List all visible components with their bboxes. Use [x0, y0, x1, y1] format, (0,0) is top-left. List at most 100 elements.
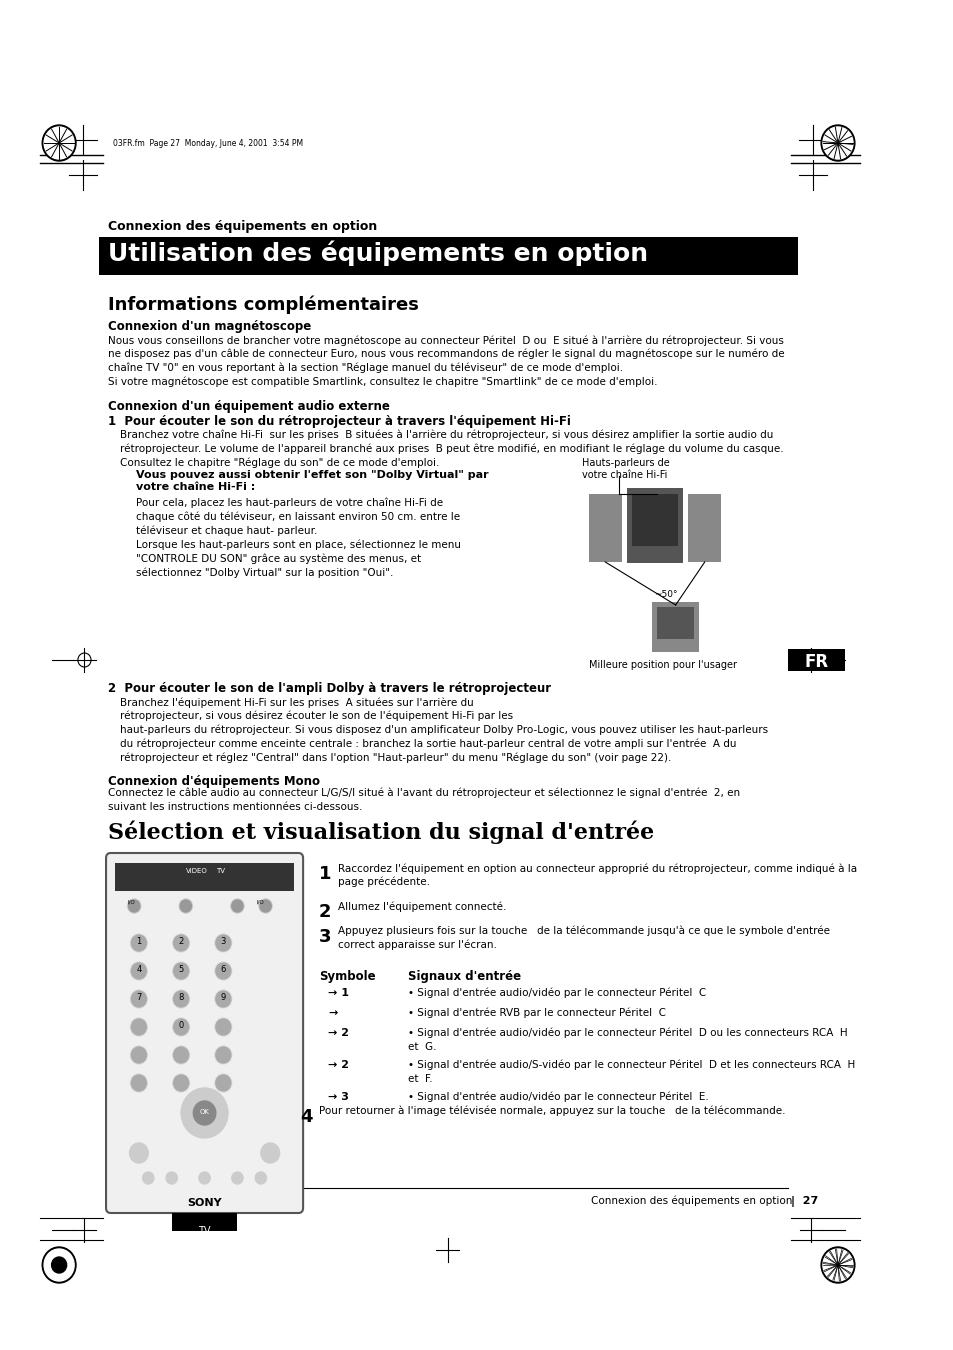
- Circle shape: [173, 936, 189, 950]
- Circle shape: [130, 1143, 148, 1162]
- Circle shape: [132, 963, 146, 979]
- Text: • Signal d'entrée audio/S-vidéo par le connecteur Péritel  D et les connecteurs : • Signal d'entrée audio/S-vidéo par le c…: [408, 1060, 855, 1084]
- Text: 2  Pour écouter le son de l'ampli Dolby à travers le rétroprojecteur: 2 Pour écouter le son de l'ampli Dolby à…: [108, 682, 551, 695]
- Text: Connexion d'un équipement audio externe: Connexion d'un équipement audio externe: [108, 400, 390, 413]
- Circle shape: [232, 1172, 243, 1184]
- Text: → 2: → 2: [328, 1027, 349, 1038]
- Text: →: →: [328, 1008, 337, 1018]
- Circle shape: [173, 1048, 189, 1062]
- Text: Connexion d'équipements Mono: Connexion d'équipements Mono: [108, 775, 319, 788]
- Circle shape: [822, 1249, 852, 1281]
- Circle shape: [131, 1018, 147, 1035]
- Text: Hauts-parleurs de
votre chaîne Hi-Fi: Hauts-parleurs de votre chaîne Hi-Fi: [581, 458, 669, 481]
- Circle shape: [132, 1019, 146, 1035]
- Text: 8: 8: [178, 994, 184, 1003]
- Text: 3: 3: [220, 937, 226, 946]
- Circle shape: [232, 900, 243, 913]
- Circle shape: [214, 934, 232, 952]
- Circle shape: [179, 899, 193, 913]
- Text: Nous vous conseillons de brancher votre magnétoscope au connecteur Péritel  D ou: Nous vous conseillons de brancher votre …: [108, 335, 783, 387]
- Circle shape: [172, 934, 190, 952]
- Text: Branchez l'équipement Hi-Fi sur les prises  A situées sur l'arrière du
rétroproj: Branchez l'équipement Hi-Fi sur les pris…: [120, 697, 767, 763]
- Circle shape: [131, 963, 147, 980]
- Circle shape: [215, 1019, 231, 1035]
- Circle shape: [214, 1075, 232, 1092]
- Text: TV: TV: [215, 868, 225, 873]
- Bar: [115, 863, 294, 891]
- Text: Appuyez plusieurs fois sur la touche   de la télécommande jusqu'à ce que le symb: Appuyez plusieurs fois sur la touche de …: [337, 926, 829, 950]
- Circle shape: [231, 899, 244, 913]
- Circle shape: [173, 963, 189, 979]
- Text: VIDEO: VIDEO: [186, 868, 208, 873]
- Text: FR: FR: [803, 653, 827, 671]
- Text: 2: 2: [178, 937, 184, 946]
- Text: • Signal d'entrée audio/vidéo par le connecteur Péritel  E.: • Signal d'entrée audio/vidéo par le con…: [408, 1092, 708, 1103]
- Text: Connexion des équipements en option: Connexion des équipements en option: [108, 220, 376, 234]
- Text: → 2: → 2: [328, 1060, 349, 1071]
- Circle shape: [215, 963, 231, 979]
- Circle shape: [131, 934, 147, 952]
- Circle shape: [131, 990, 147, 1008]
- Text: Vous pouvez aussi obtenir l'effet son "Dolby Virtual" par
votre chaîne Hi-Fi :: Vous pouvez aussi obtenir l'effet son "D…: [136, 470, 488, 493]
- Text: Connexion des équipements en option: Connexion des équipements en option: [591, 1196, 792, 1207]
- Text: I/O: I/O: [256, 900, 264, 904]
- Bar: [631, 494, 678, 545]
- Text: Milleure position pour l'usager: Milleure position pour l'usager: [589, 660, 737, 670]
- Circle shape: [131, 1075, 147, 1092]
- Circle shape: [172, 1018, 190, 1035]
- Circle shape: [42, 126, 76, 161]
- Text: Connectez le câble audio au connecteur L/G/S/I situé à l'avant du rétroprojecteu: Connectez le câble audio au connecteur L…: [108, 788, 740, 811]
- Text: 1: 1: [136, 937, 141, 946]
- Text: → 1: → 1: [328, 988, 349, 998]
- Circle shape: [822, 127, 852, 159]
- Circle shape: [181, 1088, 228, 1138]
- Text: → 3: → 3: [328, 1092, 349, 1102]
- Circle shape: [255, 1172, 266, 1184]
- Text: Utilisation des équipements en option: Utilisation des équipements en option: [108, 242, 647, 266]
- Text: I/O: I/O: [128, 900, 135, 904]
- Bar: [657, 608, 694, 639]
- Bar: [787, 649, 843, 671]
- Circle shape: [132, 1048, 146, 1062]
- Text: Pour retourner à l'image télévisée normale, appuyez sur la touche   de la téléco: Pour retourner à l'image télévisée norma…: [318, 1106, 784, 1116]
- Text: 5: 5: [178, 965, 184, 975]
- Circle shape: [214, 1046, 232, 1064]
- Text: Connexion d'un magnétoscope: Connexion d'un magnétoscope: [108, 320, 311, 333]
- Text: Allumez l'équipement connecté.: Allumez l'équipement connecté.: [337, 900, 506, 911]
- Circle shape: [258, 899, 272, 913]
- Circle shape: [129, 900, 140, 913]
- Bar: [172, 1214, 237, 1231]
- Text: 0: 0: [178, 1022, 184, 1030]
- Bar: [652, 602, 699, 652]
- Text: OK: OK: [199, 1108, 210, 1115]
- Text: Pour cela, placez les haut-parleurs de votre chaîne Hi-Fi de
chaque côté du télé: Pour cela, placez les haut-parleurs de v…: [136, 498, 460, 578]
- Text: SONY: SONY: [187, 1197, 222, 1208]
- Text: 4: 4: [300, 1108, 313, 1126]
- Text: • Signal d'entrée RVB par le connecteur Péritel  C: • Signal d'entrée RVB par le connecteur …: [408, 1008, 665, 1018]
- Text: 7: 7: [136, 994, 141, 1003]
- Bar: [687, 494, 720, 562]
- Circle shape: [44, 1249, 74, 1281]
- Circle shape: [173, 1075, 189, 1091]
- Circle shape: [42, 1247, 76, 1282]
- Circle shape: [260, 1143, 279, 1162]
- Text: Symbole: Symbole: [318, 971, 375, 983]
- Circle shape: [172, 990, 190, 1008]
- Text: Branchez votre chaîne Hi-Fi  sur les prises  B situées à l'arrière du rétroproje: Branchez votre chaîne Hi-Fi sur les pris…: [120, 431, 783, 468]
- Text: 4: 4: [136, 965, 141, 975]
- Circle shape: [131, 1046, 147, 1064]
- Text: Informations complémentaires: Informations complémentaires: [108, 296, 418, 313]
- Text: 2: 2: [318, 903, 332, 921]
- Text: Sélection et visualisation du signal d'entrée: Sélection et visualisation du signal d'e…: [108, 819, 654, 844]
- Circle shape: [143, 1172, 153, 1184]
- Circle shape: [172, 1075, 190, 1092]
- Circle shape: [199, 1172, 210, 1184]
- Circle shape: [51, 1257, 67, 1273]
- Circle shape: [132, 991, 146, 1007]
- Circle shape: [132, 936, 146, 950]
- Circle shape: [214, 1018, 232, 1035]
- Text: 1: 1: [318, 865, 332, 883]
- Circle shape: [259, 900, 271, 913]
- Circle shape: [173, 1019, 189, 1035]
- Text: 6: 6: [220, 965, 226, 975]
